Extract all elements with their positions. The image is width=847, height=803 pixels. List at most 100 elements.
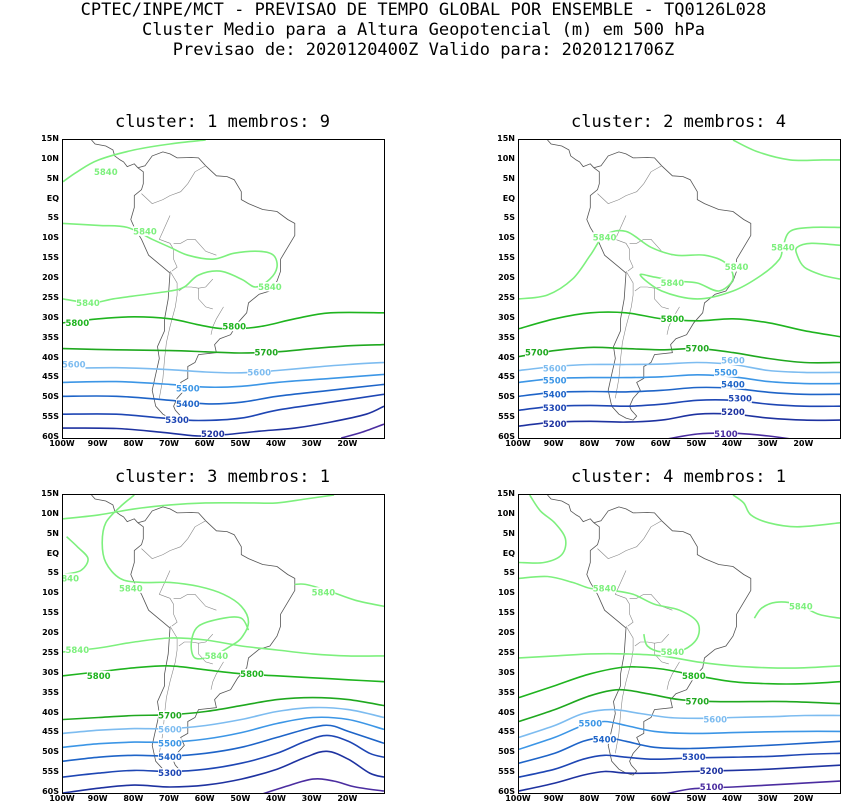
contour-5840 — [753, 601, 840, 619]
lat-tick-label: 25S — [42, 647, 59, 657]
country-border — [173, 239, 217, 256]
lat-tick-label: 25S — [498, 647, 515, 657]
figure-title: CPTEC/INPE/MCT - PREVISAO DE TEMPO GLOBA… — [0, 0, 847, 60]
country-border — [173, 594, 217, 611]
panel-title: cluster: 3 membros: 1 — [115, 467, 330, 487]
lon-tick-label: 80W — [123, 794, 144, 803]
contour-5800 — [519, 666, 840, 699]
lon-tick-label: 100W — [505, 794, 531, 803]
lat-tick-label: 5N — [502, 528, 515, 538]
lon-tick-label: 100W — [505, 439, 531, 448]
map-panel: 5840 5840 5840 5840 5800 5700 5700 5600 5600 5500… — [518, 139, 841, 439]
coastline — [130, 506, 296, 776]
contour-label-bg — [592, 583, 617, 593]
coastline — [130, 151, 296, 421]
lon-tick-label: 80W — [579, 794, 600, 803]
contour-label-bg — [714, 367, 738, 377]
contour-label: 5840 — [258, 283, 282, 293]
country-border — [615, 270, 634, 399]
contour-label: 5800 — [222, 323, 246, 333]
contour-label: 5700 — [525, 349, 549, 359]
lat-tick-label: 35S — [498, 687, 515, 697]
panel-title: cluster: 1 membros: 9 — [115, 112, 330, 132]
lat-tick-label: 5N — [46, 173, 59, 183]
contour-5600 — [519, 708, 840, 739]
contour-label-bg — [542, 419, 567, 429]
lon-tick-label: 50W — [230, 794, 251, 803]
contour-5300 — [63, 734, 384, 778]
lat-tick-label: 30S — [42, 667, 59, 677]
country-border — [614, 215, 634, 272]
lon-tick-label: 60W — [194, 439, 215, 448]
lon-tick-label: 40W — [266, 794, 286, 803]
lat-tick-label: 10N — [41, 508, 59, 518]
contour-label-bg — [578, 718, 603, 728]
lat-tick-label: 45S — [42, 372, 59, 382]
contour-label: 5300 — [165, 416, 189, 426]
lat-tick-label: EQ — [502, 193, 515, 203]
lat-tick-label: 35S — [42, 687, 59, 697]
contour-label: 5840 — [593, 584, 617, 594]
country-border — [158, 215, 178, 272]
lon-tick-label: 30W — [757, 439, 778, 448]
lat-tick-label: 50S — [42, 747, 59, 757]
contour-5840 — [63, 495, 335, 520]
contour-label: 5800 — [65, 319, 89, 329]
lat-tick-label: 10S — [498, 233, 515, 243]
title-line-2: Cluster Medio para a Altura Geopotencial… — [142, 20, 705, 40]
contour-label: 5840 — [94, 168, 118, 178]
contour-label-bg — [258, 282, 282, 292]
contour-label: 5600 — [703, 716, 727, 726]
contour-5700 — [519, 688, 840, 723]
contour-label: 5300 — [543, 404, 567, 414]
contour-label: 5800 — [682, 672, 706, 682]
lat-tick-label: 40S — [498, 707, 515, 717]
lat-tick-label: EQ — [46, 548, 59, 558]
lon-tick-label: 30W — [757, 794, 778, 803]
lat-tick-label: 5N — [502, 173, 515, 183]
contour-5840 — [63, 222, 278, 304]
lon-tick-label: 20W — [793, 439, 814, 448]
lat-tick-label: 10S — [498, 588, 515, 598]
panel-title: cluster: 4 membros: 1 — [571, 467, 786, 487]
title-line-3: Previsao de: 2020120400Z Valido para: 20… — [172, 40, 675, 60]
contour-5840 — [732, 495, 840, 528]
contour-label: 5840 — [133, 227, 157, 237]
contour-label: 5600 — [158, 725, 182, 735]
contour-label-bg — [728, 393, 752, 403]
lon-tick-label: 70W — [615, 794, 635, 803]
lat-tick-label: 50S — [498, 392, 515, 402]
contour-label: 5600 — [247, 368, 271, 378]
contour-label-bg — [176, 399, 200, 409]
country-border — [615, 625, 634, 754]
contour-5600 — [63, 361, 384, 374]
contour-5840 — [519, 495, 567, 564]
contour-label: 5300 — [158, 769, 182, 779]
contour-label: 840 — [63, 574, 79, 584]
contour-label-bg — [222, 321, 246, 332]
lon-tick-label: 100W — [49, 439, 75, 448]
contour-label: 5300 — [728, 394, 752, 404]
country-border — [654, 643, 669, 665]
contour-label-bg — [158, 724, 182, 734]
contour-label: 5800 — [240, 670, 264, 680]
contour-5840 — [732, 140, 840, 162]
contour-5840 — [294, 583, 384, 608]
lat-tick-label: 45S — [42, 727, 59, 737]
country-border — [159, 270, 178, 399]
map-panel: 840 5840 5840 5840 5840 5800 5800 5700 5600 5500 5… — [62, 494, 385, 794]
lon-tick-label: 30W — [301, 794, 322, 803]
contour-5400 — [519, 386, 840, 398]
contour-label-bg — [240, 668, 264, 679]
contour-label-bg — [660, 313, 685, 324]
contour-label-bg — [542, 389, 567, 399]
lat-tick-label: 25S — [498, 292, 515, 302]
lat-tick-label: 10N — [41, 153, 59, 163]
panel-title: cluster: 2 membros: 4 — [571, 112, 786, 132]
contour-label: 5400 — [176, 400, 200, 410]
contour-label: 5200 — [721, 408, 745, 418]
contour-5100 — [262, 778, 384, 793]
contour-label-bg — [721, 355, 745, 365]
contour-5500 — [63, 373, 384, 389]
country-border — [141, 520, 206, 559]
